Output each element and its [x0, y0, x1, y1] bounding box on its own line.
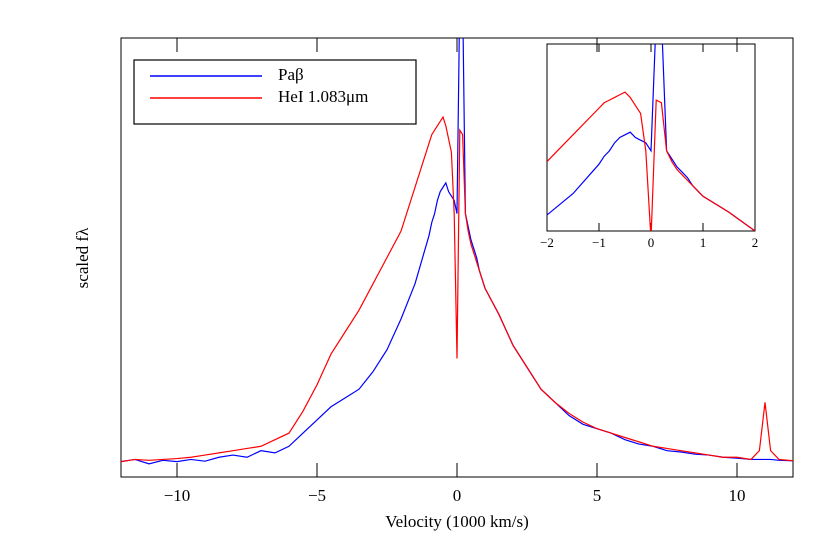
inset-x-tick-label: 0: [648, 235, 655, 250]
legend-label: HeI 1.083μm: [278, 87, 368, 106]
inset-x-tick-label: 1: [700, 235, 707, 250]
legend-label: Paβ: [278, 65, 304, 84]
x-tick-label: 5: [593, 486, 602, 505]
x-axis-label: Velocity (1000 km/s): [385, 512, 529, 531]
y-axis-label: scaled fλ: [73, 227, 92, 288]
x-tick-label: −5: [308, 486, 326, 505]
series-line: [547, 91, 755, 231]
legend: [133, 59, 417, 125]
series-line: [121, 115, 793, 463]
inset-x-tick-label: 2: [752, 235, 759, 250]
inset-x-tick-label: −1: [592, 235, 606, 250]
x-tick-label: −10: [164, 486, 191, 505]
inset-x-tick-label: −2: [540, 235, 554, 250]
x-tick-label: 0: [453, 486, 462, 505]
series-line: [121, 38, 793, 465]
x-tick-label: 10: [729, 486, 746, 505]
